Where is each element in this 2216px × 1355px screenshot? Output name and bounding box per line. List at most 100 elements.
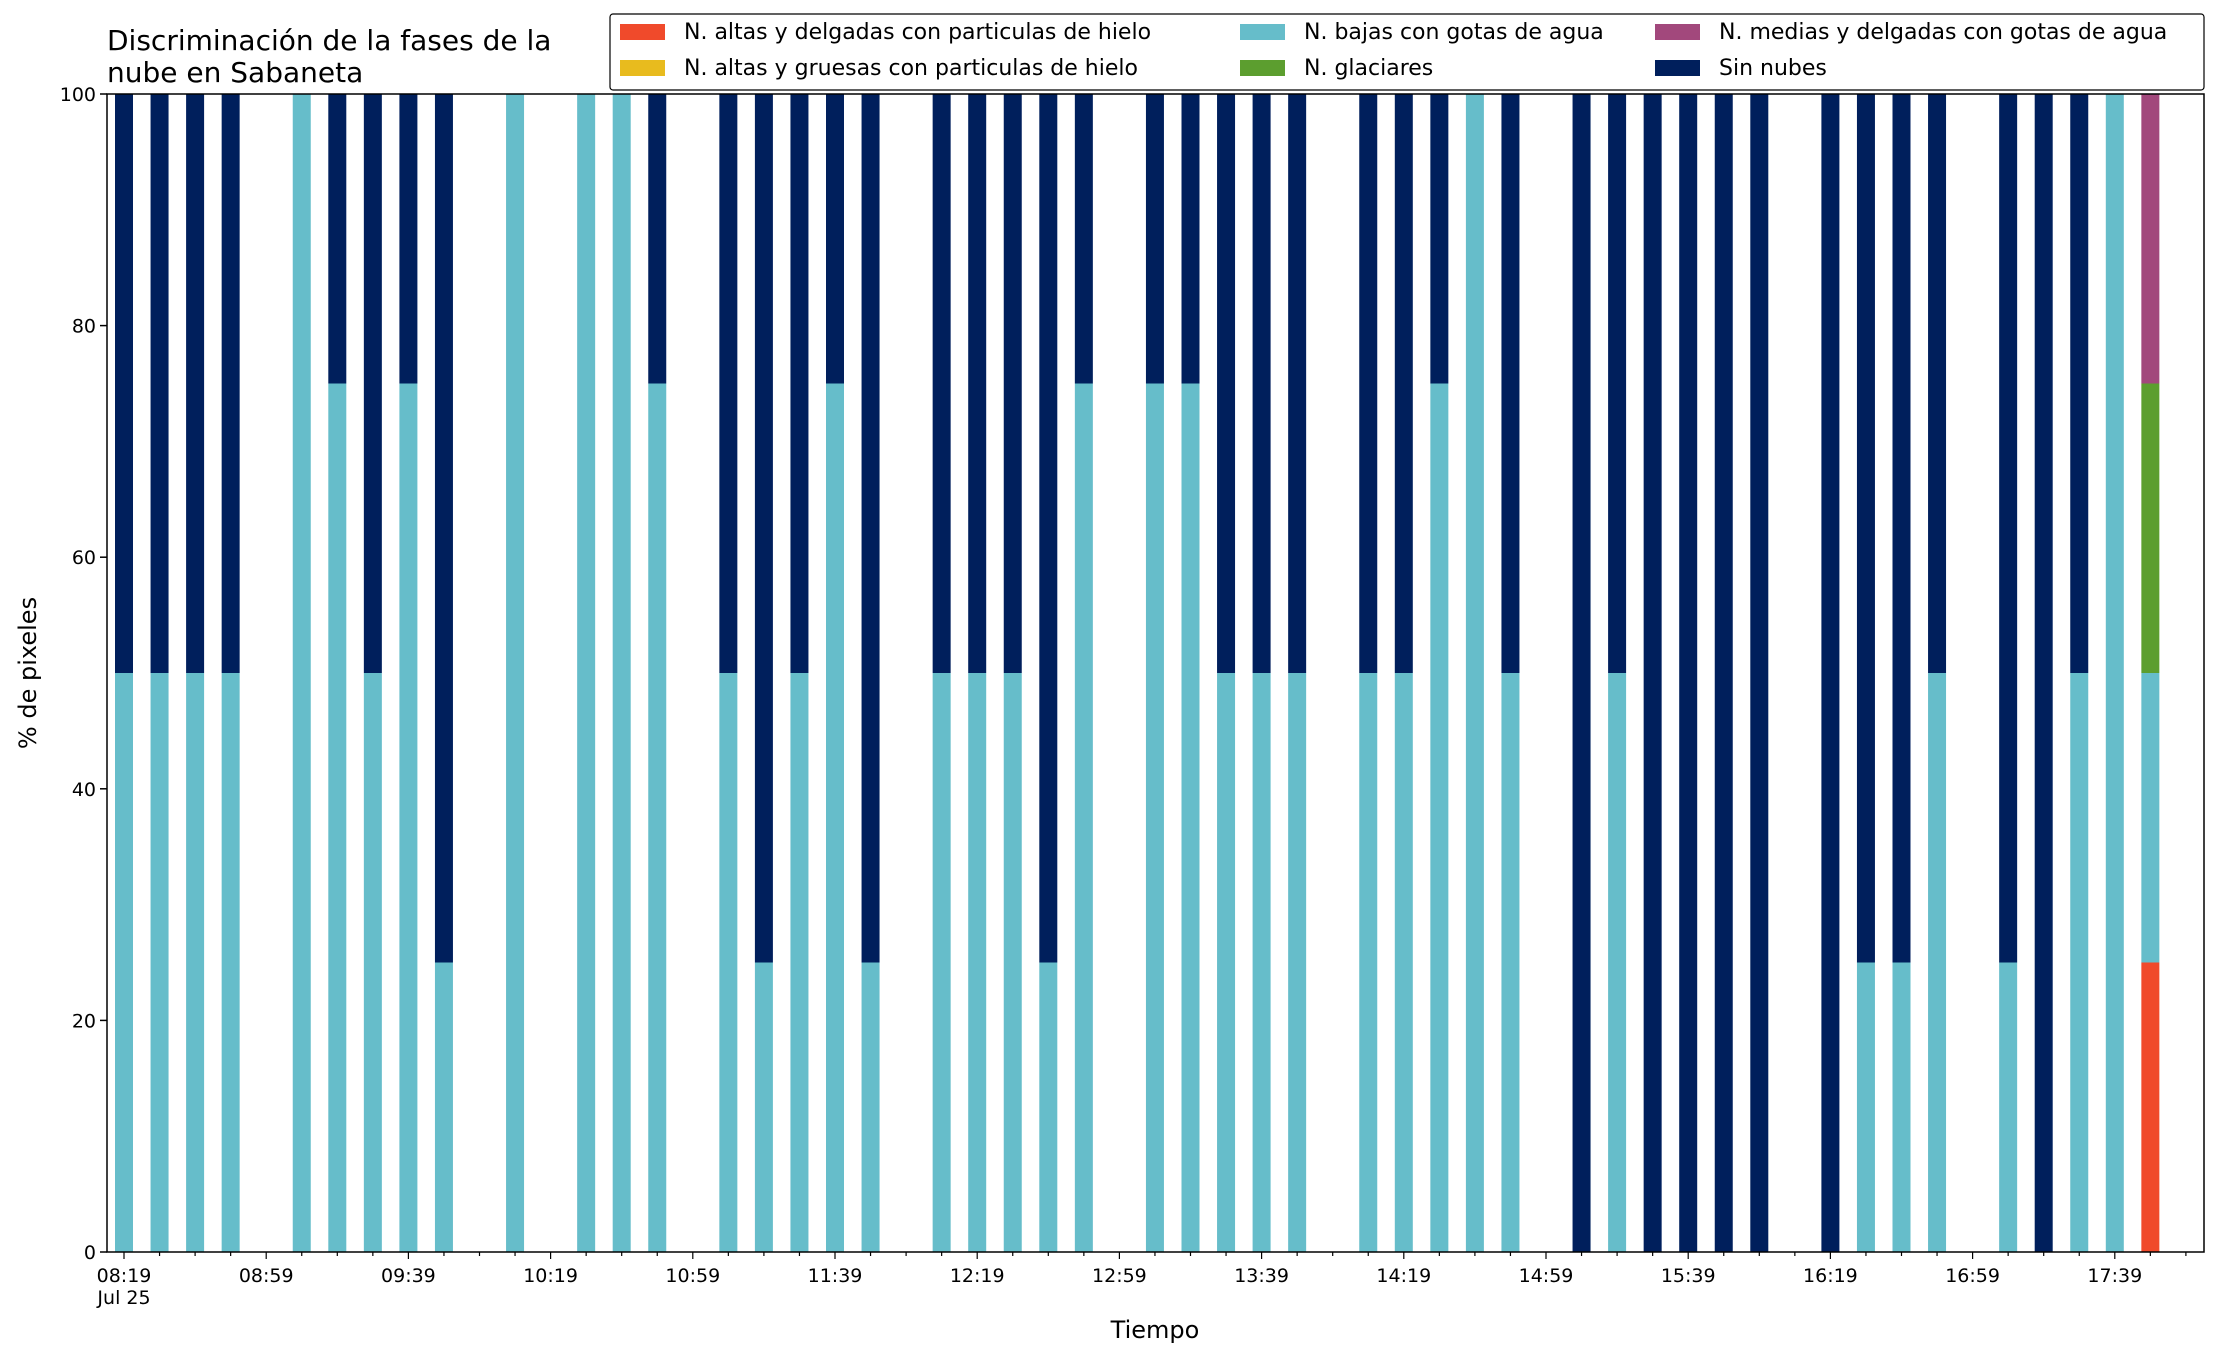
y-tick-label: 100 [60, 84, 96, 106]
bar-segment [292, 94, 311, 1252]
x-tick-label: 10:59 [665, 1265, 720, 1287]
bar-segment [115, 673, 133, 1252]
x-tick-label: 08:59 [239, 1265, 294, 1287]
bar-segment [2105, 94, 2124, 1252]
bar-segment [2141, 383, 2160, 673]
bar-segment [399, 94, 418, 384]
x-tick-label: 12:59 [1092, 1265, 1147, 1287]
legend-label: N. bajas con gotas de agua [1304, 20, 1604, 45]
bar-segment [221, 94, 240, 673]
bar-segment [2070, 94, 2089, 673]
bar-segment [861, 962, 880, 1252]
bar-segment [1145, 383, 1164, 1252]
x-tick-label: 16:19 [1803, 1265, 1858, 1287]
bar-segment [2141, 94, 2160, 384]
bar-segment [1856, 962, 1875, 1252]
bar-segment [648, 383, 667, 1252]
bar-segment [2034, 94, 2053, 1252]
bar-segment [790, 673, 809, 1252]
y-tick-label: 60 [72, 547, 96, 569]
bar-segment [1501, 673, 1520, 1252]
bar-segment [1003, 94, 1022, 673]
bar-segment [115, 94, 133, 673]
bar-segment [363, 94, 382, 673]
bar-segment [1359, 673, 1378, 1252]
chart-title-line: Discriminación de la fases de la [107, 24, 551, 57]
x-tick-label: 16:59 [1945, 1265, 2000, 1287]
bar-segment [363, 673, 382, 1252]
bar-segment [790, 94, 809, 673]
bar-segment [1074, 94, 1093, 384]
bar-segment [1856, 94, 1875, 963]
bar-segment [719, 94, 738, 673]
bar-segment [1039, 962, 1058, 1252]
bar-segment [186, 94, 205, 673]
bar-segment [1608, 94, 1627, 673]
bar-segment [399, 383, 418, 1252]
bar-segment [719, 673, 738, 1252]
legend-label: N. altas y gruesas con particulas de hie… [684, 56, 1138, 81]
bar-segment [1608, 673, 1627, 1252]
bar-segment [648, 94, 667, 384]
bar-segment [1217, 673, 1236, 1252]
bar-segment [1359, 94, 1378, 673]
chart-title: Discriminación de la fases de la nube en … [107, 24, 551, 89]
legend-swatch [620, 24, 665, 40]
bar-segment [577, 94, 596, 1252]
bar-segment [861, 94, 880, 963]
bar-segment [1572, 94, 1591, 1252]
bar-segment [1252, 94, 1271, 673]
bar-segment [1181, 383, 1200, 1252]
x-tick-label: 08:19 Jul 25 [96, 1265, 151, 1309]
legend-swatch [1655, 24, 1700, 40]
chart-title-line: nube en Sabaneta [107, 56, 363, 89]
y-tick-label: 0 [84, 1242, 96, 1264]
bar-segment [1181, 94, 1200, 384]
bar-segment [1003, 673, 1022, 1252]
bar-segment [1928, 94, 1947, 673]
x-axis: 08:19 Jul 25 08:59 09:39 10:19 10:59 11:39 12:1… [96, 1252, 2187, 1309]
x-tick-label: 10:19 [523, 1265, 578, 1287]
y-tick-label: 20 [72, 1010, 96, 1032]
bar-segment [1714, 94, 1733, 1252]
bar-segment [1145, 94, 1164, 384]
bar-segment [1430, 383, 1449, 1252]
bar-segment [1892, 962, 1911, 1252]
y-tick-label: 80 [72, 316, 96, 338]
x-tick-label: 12:19 [950, 1265, 1005, 1287]
bar-segment [1430, 94, 1449, 384]
x-tick-label: 17:39 [2087, 1265, 2142, 1287]
bar-segment [1892, 94, 1911, 963]
x-tick-label: 15:39 [1661, 1265, 1716, 1287]
x-tick-label: 14:19 [1376, 1265, 1431, 1287]
x-tick-label: 13:39 [1234, 1265, 1289, 1287]
y-tick-label: 40 [72, 779, 96, 801]
legend: N. altas y delgadas con particulas de hi… [609, 13, 2205, 91]
bar-segment [1928, 673, 1947, 1252]
bar-segment [1465, 94, 1484, 1252]
bar-segment [1288, 673, 1307, 1252]
bar-segment [221, 673, 240, 1252]
bar-segment [968, 94, 987, 673]
bar-segment [434, 962, 453, 1252]
bar-segment [186, 673, 205, 1252]
bar-segment [612, 94, 631, 1252]
bar-segment [1074, 383, 1093, 1252]
x-axis-label: Tiempo [1110, 1316, 1200, 1344]
x-tick-label: 14:59 [1519, 1265, 1574, 1287]
bar-segment [1217, 94, 1236, 673]
legend-label: N. glaciares [1304, 56, 1433, 81]
legend-swatch [1240, 60, 1285, 76]
bar-segment [754, 94, 773, 963]
legend-label: Sin nubes [1719, 56, 1827, 81]
x-tick-label: 09:39 [381, 1265, 436, 1287]
bar-segment [150, 94, 169, 673]
bar-segment [826, 94, 844, 384]
bar-segment [754, 962, 773, 1252]
bar-segment [2141, 962, 2160, 1252]
y-axis-label: % de pixeles [14, 597, 42, 749]
legend-swatch [1240, 24, 1285, 40]
bar-segment [932, 94, 951, 673]
legend-box [609, 13, 2205, 91]
